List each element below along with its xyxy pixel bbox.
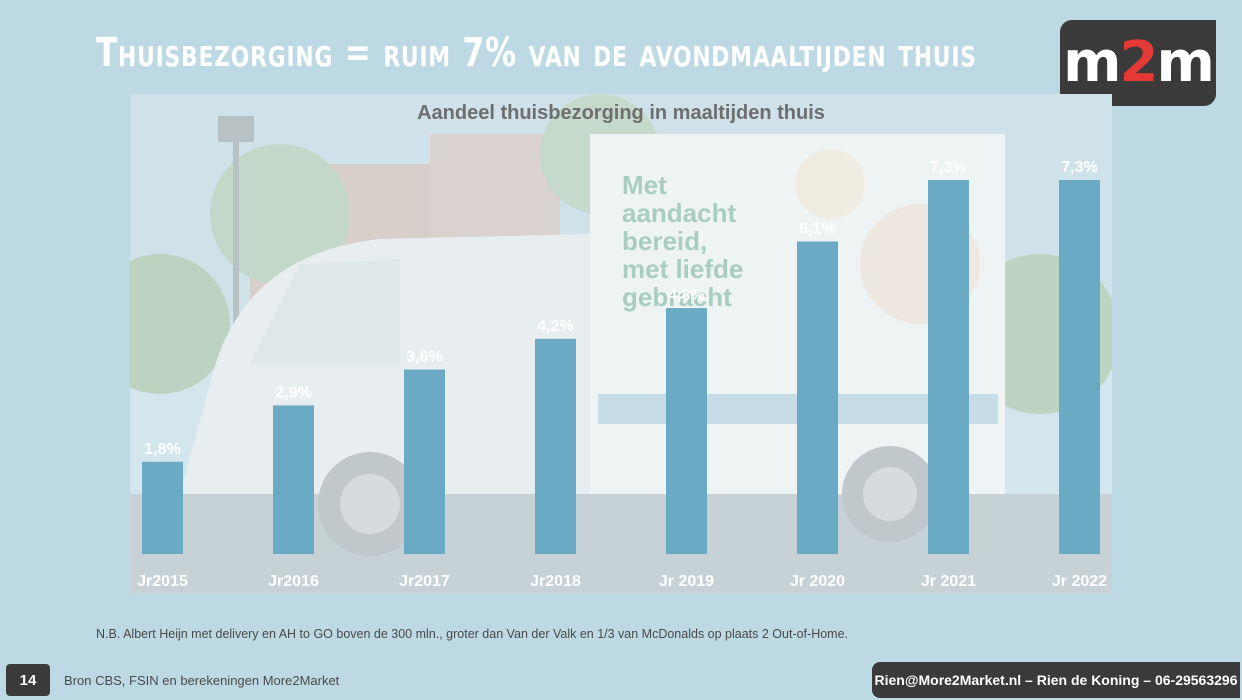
page-number: 14 [6, 664, 50, 696]
bar-jr2015 [142, 461, 183, 554]
data-label: 3,6% [406, 349, 442, 366]
contact-banner: Rien@More2Market.nl – Rien de Koning – 0… [872, 662, 1240, 698]
category-label: Jr 2021 [921, 573, 976, 590]
data-label: 4,2% [537, 318, 573, 335]
data-label: 7,3% [1061, 159, 1097, 176]
svg-text:gebracht: gebracht [622, 282, 732, 312]
svg-text:bereid,: bereid, [622, 226, 707, 256]
data-label: 6,1% [799, 220, 835, 237]
category-label: Jr2016 [268, 573, 319, 590]
data-label: 4,8% [668, 287, 704, 304]
category-label: Jr 2020 [790, 573, 845, 590]
svg-text:met liefde: met liefde [622, 254, 743, 284]
bar-jr2021 [928, 180, 969, 554]
svg-text:Met: Met [622, 170, 667, 200]
bar-jr2020 [797, 241, 838, 555]
bar-jr2018 [535, 338, 576, 554]
category-label: Jr2018 [530, 573, 581, 590]
data-label: 2,9% [275, 384, 311, 401]
source-text: Bron CBS, FSIN en berekeningen More2Mark… [64, 673, 340, 688]
data-label: 7,3% [930, 159, 966, 176]
category-label: Jr2017 [399, 573, 450, 590]
slide-title: Thuisbezorging = ruim 7% van de avondmaa… [96, 30, 977, 76]
category-label: Jr2015 [137, 573, 188, 590]
chart-title: Aandeel thuisbezorging in maaltijden thu… [417, 102, 825, 124]
bar-jr2022 [1059, 180, 1100, 554]
bar-jr2017 [404, 369, 445, 554]
m2m-logo: m2m [1060, 20, 1216, 106]
bar-chart: 1,8% Jr2015 2,9% Jr2016 3,6% Jr2017 4,2% Jr2018… [137, 159, 1107, 590]
chart-panel: Met aandacht bereid, met liefde gebracht… [130, 94, 1112, 594]
footnote: N.B. Albert Heijn met delivery en AH to … [96, 627, 849, 641]
logo-text: m2m [1063, 30, 1215, 95]
category-label: Jr 2022 [1052, 573, 1107, 590]
bar-jr2016 [273, 405, 314, 554]
bar-jr2019 [666, 308, 707, 554]
svg-text:aandacht: aandacht [622, 198, 736, 228]
data-label: 1,8% [144, 441, 180, 458]
category-label: Jr 2019 [659, 573, 714, 590]
